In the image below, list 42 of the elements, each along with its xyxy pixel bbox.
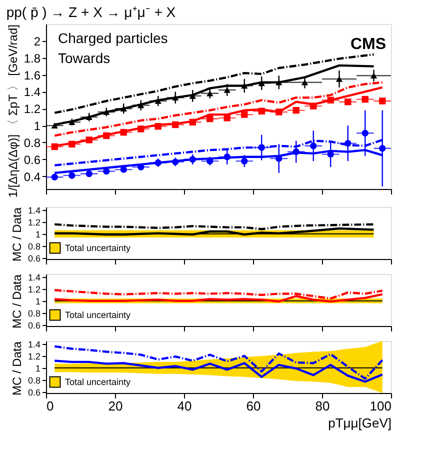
y-axis-title: 1/[ΔηΔ(Δφ)] 〈 ΣpT 〉 [GeV/rad]: [6, 24, 20, 198]
y-tick-label: 0.6: [28, 387, 40, 398]
y-tick-label: 0.6: [28, 253, 40, 264]
y-tick-label: 1: [35, 363, 40, 374]
y-tick-label: 1.2: [28, 284, 40, 294]
y-tick-label: 0.6: [24, 152, 41, 167]
x-axis-title: pTμμ[GeV]: [328, 416, 392, 430]
y-tick-label: 1: [35, 229, 40, 240]
x-tick-label: 80: [315, 398, 330, 414]
y-tick-label: 1.4: [24, 85, 41, 100]
x-tick-label: 60: [246, 398, 261, 414]
y-tick-label: 1.4: [28, 205, 40, 216]
y-axis-title: MC / Data: [10, 341, 24, 396]
legend-label: Total uncertainty: [65, 243, 132, 253]
x-tick-label: 100: [370, 398, 392, 414]
legend-label: Total uncertainty: [65, 310, 132, 320]
y-tick-label: 0.6: [28, 320, 40, 330]
y-tick-label: 0.4: [24, 170, 41, 184]
y-tick-label: 1: [34, 119, 41, 134]
y-tick-label: 1.2: [28, 217, 40, 228]
y-tick-label: 1: [35, 296, 40, 306]
y-axis-title: MC / Data: [10, 274, 24, 329]
y-tick-label: 0.8: [28, 308, 40, 318]
series-label: Total uncertainty: [65, 377, 132, 387]
y-tick-label: 1.8: [24, 51, 41, 66]
y-tick-label: 1.6: [24, 68, 41, 82]
y-tick-label: 1.4: [28, 339, 40, 350]
y-tick-label: 0.8: [28, 375, 40, 386]
y-axis-title: MC / Data: [10, 207, 24, 262]
y-tick-label: 1.4: [28, 272, 40, 282]
x-tick-label: 40: [177, 398, 192, 414]
annotation: Towards: [58, 50, 110, 66]
chart-title: pp( p̄ ) → Z + X → μ⁺μ⁻ + X: [6, 4, 176, 20]
y-tick-label: 1.2: [28, 351, 40, 362]
y-tick-label: 0.8: [28, 241, 40, 252]
x-tick-label: 0: [46, 398, 54, 414]
annotation: Charged particles: [58, 30, 168, 46]
y-tick-label: 1.2: [24, 102, 41, 116]
x-tick-label: 20: [108, 398, 123, 414]
y-tick-label: 0.8: [24, 136, 41, 150]
y-tick-label: 2: [34, 34, 41, 48]
annotation: CMS: [350, 36, 386, 53]
